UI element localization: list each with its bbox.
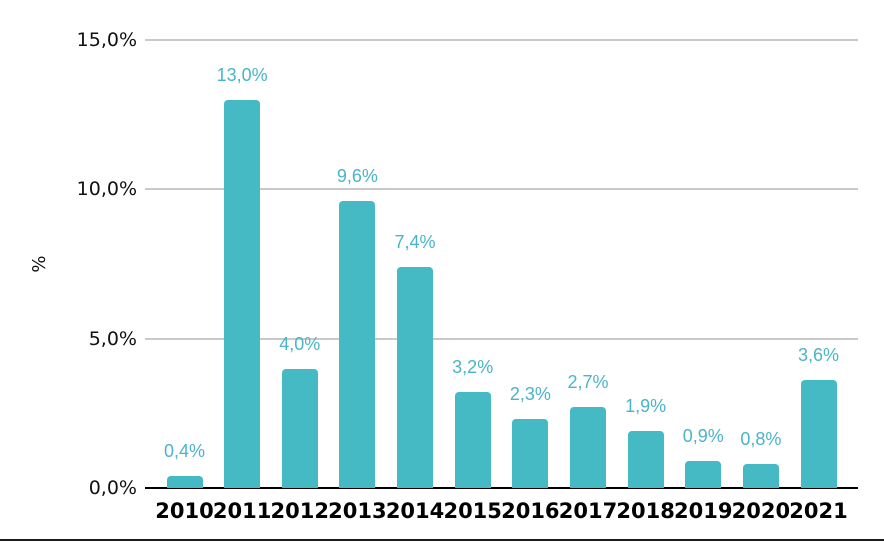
x-tick-label: 2021 (789, 499, 848, 523)
bar-value-label: 9,6% (336, 166, 378, 187)
x-tick-label: 2010 (155, 499, 214, 523)
x-tick-label: 2013 (328, 499, 387, 523)
x-tick-label: 2011 (212, 499, 272, 523)
bar-value-label: 3,2% (452, 357, 494, 378)
x-tick-label: 2015 (443, 499, 502, 523)
bar-2014 (397, 266, 434, 488)
y-tick-label: 5,0% (88, 327, 137, 350)
bar-value-label: 0,4% (163, 441, 206, 462)
bar-2020 (742, 464, 779, 488)
bar-value-label: 7,4% (394, 231, 436, 252)
y-tick-label: 15,0% (76, 29, 137, 51)
y-gridline (145, 337, 858, 340)
y-axis-title: % (29, 255, 50, 273)
x-tick-label: 2020 (731, 499, 791, 523)
x-axis-line (145, 487, 858, 489)
x-tick-label: 2017 (558, 499, 618, 523)
bar-2017 (569, 407, 606, 488)
x-tick-label: 2014 (385, 499, 445, 523)
bar-value-label: 2,3% (509, 384, 551, 405)
bar-value-label: 2,7% (567, 372, 609, 393)
y-gridline (145, 39, 858, 41)
bar-2012 (281, 368, 318, 488)
bar-value-label: 3,6% (798, 345, 840, 366)
bar-2010 (166, 476, 203, 488)
x-tick-label: 2019 (674, 499, 733, 523)
bar-2015 (454, 392, 491, 488)
y-tick-label: 10,0% (76, 178, 137, 201)
bar-value-label: 13,0% (216, 64, 268, 85)
bar-2021 (800, 380, 837, 488)
x-tick-label: 2016 (501, 499, 560, 523)
bar-value-label: 0,8% (740, 429, 782, 450)
bar-2019 (685, 461, 722, 488)
bar-2013 (339, 201, 376, 488)
x-tick-label: 2018 (616, 499, 675, 523)
y-gridline (145, 188, 858, 191)
bar-value-label: 4,0% (279, 333, 321, 354)
bar-2018 (627, 431, 664, 488)
x-tick-label: 2012 (270, 499, 329, 523)
y-tick-label: 0,0% (88, 477, 137, 499)
bottom-divider (0, 539, 884, 541)
bar-value-label: 1,9% (625, 396, 667, 417)
bar-value-label: 0,9% (682, 426, 724, 447)
bar-2016 (512, 419, 549, 488)
bar-2011 (224, 99, 261, 488)
